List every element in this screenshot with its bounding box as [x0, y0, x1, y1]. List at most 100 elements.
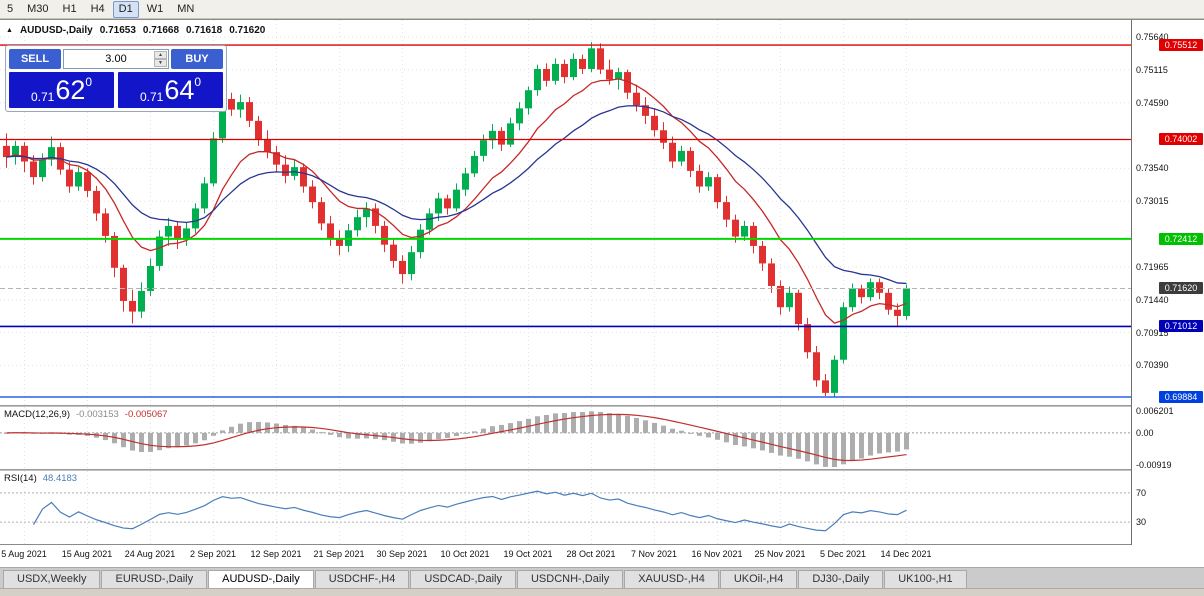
- macd-axis-label: -0.00919: [1136, 460, 1172, 471]
- volume-decrease-icon[interactable]: ▼: [154, 59, 167, 67]
- candle: [3, 133, 10, 168]
- candle-body: [390, 244, 397, 261]
- candle: [660, 122, 667, 150]
- price-axis-label: 0.73540: [1136, 163, 1169, 174]
- macd-bar: [562, 412, 567, 433]
- candle-body: [282, 164, 289, 176]
- macd-bar: [841, 432, 846, 465]
- macd-bar: [832, 432, 837, 468]
- rsi-panel-canvas[interactable]: [0, 471, 1131, 544]
- candle: [642, 97, 649, 124]
- candle-body: [327, 223, 334, 239]
- candle: [858, 284, 865, 304]
- candle: [507, 117, 514, 148]
- candle: [696, 164, 703, 193]
- timeframe-button-mn[interactable]: MN: [177, 2, 195, 15]
- macd-bar: [427, 432, 432, 442]
- macd-bar: [193, 432, 198, 444]
- timeframe-button-h4[interactable]: H4: [90, 2, 105, 15]
- candle-body: [876, 282, 883, 293]
- macd-axis-label: 0.006201: [1136, 405, 1174, 416]
- timeframe-button-d1[interactable]: D1: [112, 0, 139, 18]
- candle: [840, 302, 847, 364]
- date-label: 21 Sep 2021: [313, 549, 365, 559]
- candle-body: [12, 145, 19, 158]
- macd-bar: [238, 423, 243, 433]
- candle-body: [30, 161, 37, 178]
- candle: [372, 203, 379, 234]
- date-label: 24 Aug 2021: [124, 549, 176, 559]
- chart-tab-usdcad-daily[interactable]: USDCAD-,Daily: [410, 570, 516, 588]
- macd-bar: [544, 414, 549, 433]
- candle-body: [840, 307, 847, 360]
- buy-price-prefix: 0.71: [139, 90, 164, 104]
- chart-tab-usdchf-h4[interactable]: USDCHF-,H4: [314, 570, 410, 588]
- timeframe-button-5[interactable]: 5: [7, 2, 14, 15]
- candle: [102, 208, 109, 243]
- chart-tab-dj30-daily[interactable]: DJ30-,Daily: [798, 570, 884, 588]
- candle-body: [381, 225, 388, 245]
- candle: [66, 162, 73, 193]
- macd-bar: [310, 429, 315, 433]
- candle: [759, 240, 766, 271]
- buy-price-display[interactable]: 0.71 64 0: [118, 72, 223, 108]
- volume-increase-icon[interactable]: ▲: [154, 51, 167, 59]
- candle-body: [471, 155, 478, 174]
- volume-spinner[interactable]: 3.00 ▲ ▼: [63, 49, 169, 69]
- rsi-value: 48.4183: [42, 473, 78, 484]
- chart-tab-usdcnh-daily[interactable]: USDCNH-,Daily: [516, 570, 624, 588]
- macd-panel-canvas[interactable]: [0, 407, 1131, 469]
- candle: [390, 238, 397, 268]
- candle: [228, 92, 235, 116]
- macd-bar: [580, 412, 585, 433]
- candle: [750, 222, 757, 254]
- candle: [246, 97, 253, 128]
- chart-tab-ukoil-h4[interactable]: UKOil-,H4: [719, 570, 798, 588]
- status-bar: [0, 588, 1204, 596]
- time-axis[interactable]: 5 Aug 2021 15 Aug 2021 24 Aug 2021 2 Sep 20…: [0, 544, 1131, 562]
- candle-body: [408, 252, 415, 275]
- macd-bar: [625, 415, 630, 433]
- symbol-label: AUDUSD-,Daily: [19, 25, 93, 36]
- candle-body: [192, 208, 199, 229]
- macd-bar: [895, 432, 900, 452]
- macd-bar: [121, 432, 126, 448]
- rsi-indicator-header: RSI(14) 48.4183: [4, 473, 77, 484]
- volume-value[interactable]: 3.00: [105, 53, 127, 65]
- sell-price-display[interactable]: 0.71 62 0: [9, 72, 114, 108]
- chart-tab-eurusd-daily[interactable]: EURUSD-,Daily: [101, 570, 208, 588]
- candle: [822, 374, 829, 396]
- price-axis-label: 0.75115: [1136, 64, 1168, 75]
- timeframe-button-w1[interactable]: W1: [146, 2, 164, 15]
- timeframe-button-m30[interactable]: M30: [27, 2, 49, 15]
- candle-body: [111, 235, 118, 268]
- chart-window[interactable]: 5 Aug 2021 15 Aug 2021 24 Aug 2021 2 Sep 20…: [0, 19, 1204, 562]
- candle-body: [147, 265, 154, 291]
- panel-separator[interactable]: [0, 405, 1204, 407]
- price-axis[interactable]: 0.75640 0.75115 0.74590 0.73540 0.73015 0.719…: [1131, 20, 1204, 545]
- macd-bar: [778, 432, 783, 456]
- macd-indicator-header: MACD(12,26,9) -0.003153 -0.005067: [4, 409, 168, 420]
- candle: [444, 194, 451, 215]
- chart-tab-usdx-weekly[interactable]: USDX,Weekly: [3, 570, 101, 588]
- timeframe-button-h1[interactable]: H1: [62, 2, 77, 15]
- candle-body: [642, 105, 649, 116]
- macd-bar: [553, 413, 558, 433]
- panel-separator[interactable]: [0, 469, 1204, 471]
- chart-tab-uk100-h1[interactable]: UK100-,H1: [884, 570, 967, 588]
- macd-bar: [211, 432, 216, 436]
- chart-tab-xauusd-h4[interactable]: XAUUSD-,H4: [624, 570, 719, 588]
- candle: [336, 230, 343, 256]
- collapse-panel-icon[interactable]: ▲: [6, 27, 13, 34]
- candle: [516, 102, 523, 131]
- candle: [156, 230, 163, 271]
- chart-tab-audusd-daily[interactable]: AUDUSD-,Daily: [208, 570, 314, 588]
- macd-bar: [706, 432, 711, 438]
- macd-bar: [589, 411, 594, 433]
- macd-bar: [769, 432, 774, 453]
- price-axis-label: 0.70915: [1136, 327, 1169, 338]
- sell-button[interactable]: SELL: [9, 49, 61, 69]
- buy-button[interactable]: BUY: [171, 49, 223, 69]
- macd-bar: [418, 432, 423, 443]
- macd-bar: [220, 430, 225, 433]
